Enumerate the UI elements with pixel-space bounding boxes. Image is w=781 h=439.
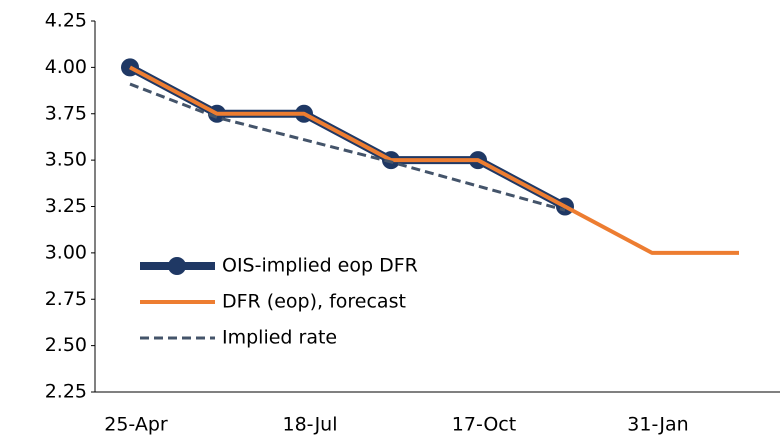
- series-line: [129, 65, 739, 255]
- x-tick-label: 31-Jan: [627, 414, 688, 436]
- x-tick-label: 25-Apr: [104, 414, 168, 436]
- y-tick-label: 3.50: [45, 149, 87, 171]
- legend-label: DFR (eop), forecast: [222, 291, 406, 313]
- series-line: [129, 82, 566, 212]
- y-tick-label: 4.25: [45, 10, 87, 32]
- y-tick-label: 2.75: [45, 288, 87, 310]
- legend-marker: [168, 257, 186, 275]
- x-tick-label: 18-Jul: [282, 414, 337, 436]
- y-tick-label: 2.50: [45, 334, 87, 356]
- y-tick-label: 2.25: [45, 381, 87, 403]
- y-tick-label: 3.00: [45, 241, 87, 263]
- y-tick-label: 3.25: [45, 195, 87, 217]
- x-tick-label: 17-Oct: [452, 414, 516, 436]
- legend-label: OIS-implied eop DFR: [222, 255, 418, 277]
- y-tick-label: 3.75: [45, 102, 87, 124]
- y-tick-label: 4.00: [45, 56, 87, 78]
- legend-label: Implied rate: [222, 327, 337, 349]
